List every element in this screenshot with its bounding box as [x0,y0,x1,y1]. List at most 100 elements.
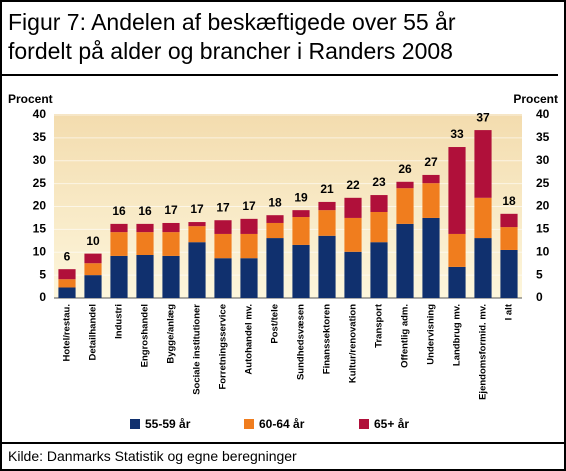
legend-swatch [359,419,369,429]
y-tick-label: 35 [33,130,47,144]
bar-segment [240,233,258,259]
bar-segment [266,222,284,239]
x-tick-label: Hotel/restau. [62,304,73,362]
bar-segment [500,249,518,298]
total-label: 17 [190,202,204,216]
total-label: 22 [346,178,360,192]
x-tick-label: Autohandel mv. [244,304,255,375]
x-tick-label: Engroshandel [140,304,151,367]
y2-tick-label: 35 [536,130,550,144]
bar-segment [214,220,232,234]
total-label: 23 [372,175,386,189]
bar-segment [110,232,128,256]
bar-segment [422,183,440,218]
y2-tick-label: 20 [536,199,550,213]
x-tick-label: Offentlig adm. [400,304,411,368]
y-axis-label: Procent [8,92,53,106]
bar-segment [188,226,206,243]
y-tick-label: 15 [33,222,47,236]
y2-tick-label: 5 [536,267,543,281]
x-tick-label: Post/tele [270,304,281,344]
bar-segment [58,279,76,288]
total-label: 17 [216,200,230,214]
x-tick-label: Detailhandel [88,304,99,361]
bar-segment [474,238,492,298]
bar-segment [84,275,102,298]
bar-segment [370,195,388,212]
total-label: 17 [242,199,256,213]
y2-tick-label: 10 [536,244,550,258]
bar-segment [370,211,388,243]
x-tick-label: Sociale institutioner [192,304,203,395]
y-tick-label: 25 [33,176,47,190]
total-label: 6 [64,249,71,263]
y-tick-label: 30 [33,153,47,167]
bar-segment [136,232,154,255]
x-tick-label: I alt [504,303,515,320]
bar-segment [422,217,440,298]
y2-tick-label: 0 [536,290,543,304]
y-tick-label: 40 [33,107,47,121]
bar-segment [136,254,154,298]
y2-axis-label: Procent [513,92,558,106]
x-tick-label: Transport [374,303,385,348]
bar-segment [318,210,336,236]
legend-label: 65+ år [374,417,409,431]
bar-segment [318,235,336,298]
bar-segment [448,266,466,298]
x-tick-label: Finanssektoren [322,304,333,374]
total-label: 10 [86,234,100,248]
bar-segment [474,130,492,198]
y-tick-label: 20 [33,199,47,213]
y2-tick-label: 30 [536,153,550,167]
bar-segment [110,255,128,298]
bar-segment [396,188,414,224]
y-tick-label: 5 [39,267,46,281]
total-label: 33 [450,127,464,141]
y2-tick-label: 40 [536,107,550,121]
title-box: Figur 7: Andelen af beskæftigede over 55… [2,2,558,76]
bar-segment [188,222,206,227]
x-tick-label: Forretningsservice [218,304,229,390]
bar-segment [500,227,518,250]
bar-segment [448,147,466,234]
bar-segment [84,253,102,264]
bar-segment [396,181,414,189]
bar-segment [162,255,180,298]
legend-swatch [130,419,140,429]
total-label: 17 [164,203,178,217]
bar-segment [474,197,492,239]
title-line: fordelt på alder og brancher i Randers 2… [8,38,453,64]
legend-swatch [244,419,254,429]
bar-segment [266,215,284,223]
y2-tick-label: 25 [536,176,550,190]
bar-segment [448,233,466,267]
bar-segment [266,238,284,298]
bar-segment [422,174,440,184]
bar-segment [344,197,362,218]
bar-segment [292,210,310,218]
bar-segment [58,287,76,298]
bar-segment [136,223,154,233]
bar-segment [214,233,232,259]
bar-segment [370,242,388,298]
bar-segment [240,258,258,298]
bar-segment [344,217,362,252]
total-label: 26 [398,162,412,176]
total-label: 27 [424,155,438,169]
bar-segment [292,217,310,245]
x-tick-label: Kultur/renovation [348,304,359,383]
total-label: 18 [502,194,516,208]
y-tick-label: 10 [33,244,47,258]
x-tick-label: Sundhedsvæsen [296,304,307,380]
bar-segment [318,201,336,211]
bar-segment [396,223,414,298]
bar-segment [58,269,76,280]
bar-segment [344,251,362,298]
x-tick-label: Undervisning [426,304,437,365]
x-tick-label: Bygge/anlæg [166,304,177,364]
bar-segment [500,213,518,228]
total-label: 19 [294,190,308,204]
total-label: 21 [320,182,334,196]
bar-segment [240,218,258,234]
